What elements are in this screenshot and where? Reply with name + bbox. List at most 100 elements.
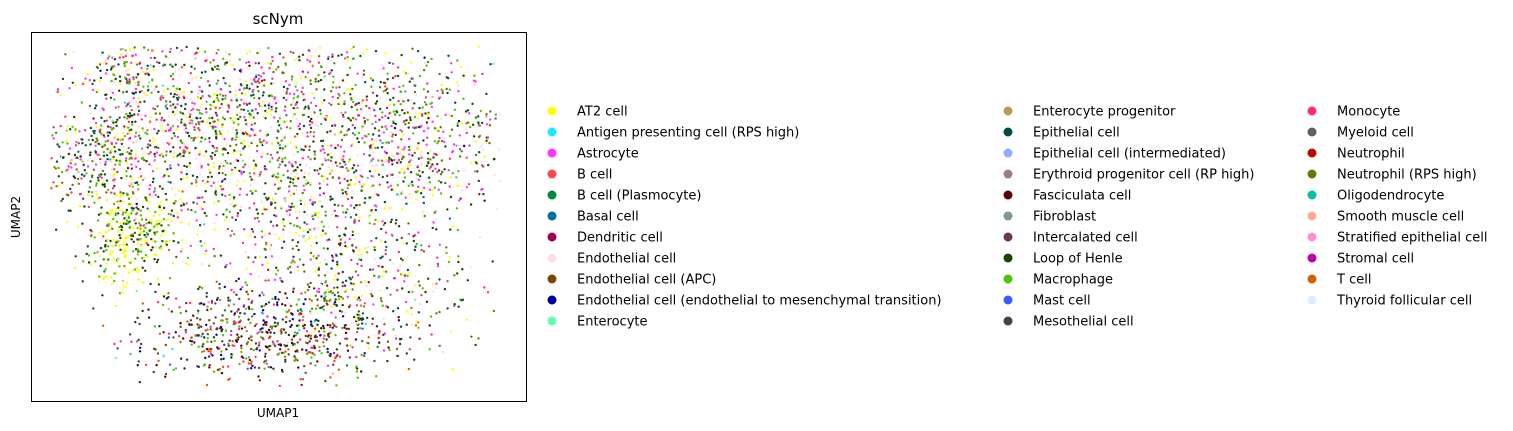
scatter-point [334,356,337,359]
scatter-point [398,85,401,89]
scatter-point [402,120,406,124]
scatter-point [155,260,159,264]
scatter-point [306,288,310,292]
scatter-point [249,114,253,117]
scatter-point [184,331,188,334]
scatter-point [301,191,304,195]
scatter-point [320,175,324,178]
scatter-point [421,171,424,174]
scatter-point [339,252,342,256]
scatter-point [411,154,414,157]
scatter-point [226,110,229,113]
scatter-point [477,121,480,125]
scatter-point [134,53,137,56]
scatter-point [472,135,476,138]
scatter-point [247,165,251,168]
legend-label: Enterocyte progenitor [1033,105,1176,120]
scatter-point [69,162,72,165]
scatter-point [485,113,488,116]
scatter-point [365,98,368,102]
scatter-point [332,75,335,78]
scatter-point [96,66,100,70]
scatter-point [155,167,159,170]
scatter-point [136,183,140,186]
scatter-point [438,243,442,246]
scatter-point [112,146,115,150]
scatter-point [396,161,399,164]
scatter-point [330,156,333,159]
scatter-point [123,217,126,220]
scatter-point [282,96,285,100]
scatter-point [206,120,209,124]
scatter-point [280,246,284,250]
scatter-point [157,222,161,225]
scatter-point [420,156,423,159]
scatter-point [98,80,102,83]
scatter-point [210,155,213,159]
scatter-point [414,111,418,115]
scatter-point [54,131,58,134]
legend-item: Erythroid progenitor cell (RP high) [1003,168,1254,183]
scatter-point [254,108,257,111]
scatter-point [382,317,385,320]
scatter-point [400,53,403,57]
scatter-point [309,130,312,134]
scatter-point [59,124,62,128]
scatter-point [432,156,435,159]
scatter-point [364,197,367,200]
scatter-point [371,317,374,320]
scatter-point [442,130,445,133]
scatter-point [173,93,176,96]
scatter-point [79,192,83,196]
scatter-point [173,70,177,74]
scatter-point [323,334,326,337]
scatter-point [390,188,393,191]
scatter-point [150,222,153,225]
scatter-point [361,99,365,102]
legend-label: Monocyte [1337,105,1400,120]
legend-item: B cell [547,168,612,183]
scatter-point [112,202,116,206]
scatter-point [221,319,224,322]
scatter-point [271,297,274,301]
scatter-point [200,112,204,116]
scatter-point [169,104,172,107]
scatter-point [344,211,348,214]
scatter-point [317,73,320,77]
scatter-point [128,115,131,119]
scatter-point [133,231,137,234]
scatter-point [316,304,319,307]
scatter-point [306,135,309,138]
scatter-point [429,315,433,318]
scatter-point [168,277,172,280]
scatter-point [269,153,273,157]
scatter-point [346,73,349,77]
scatter-point [144,72,147,76]
scatter-point [296,359,299,362]
scatter-point [147,88,150,92]
scatter-point [264,182,267,185]
scatter-point [163,119,166,122]
scatter-point [285,296,289,300]
scatter-point [446,91,449,95]
scatter-point [413,115,417,119]
scatter-point [212,370,216,373]
scatter-point [459,197,462,200]
scatter-point [380,300,383,303]
scatter-point [370,239,373,243]
scatter-point [303,98,306,101]
scatter-point [113,272,116,275]
scatter-point [397,99,400,103]
scatter-point [280,330,283,333]
scatter-point [235,184,238,187]
scatter-point [200,335,203,338]
scatter-point [308,148,311,152]
scatter-point [277,352,281,355]
scatter-point [271,59,274,63]
scatter-point [337,299,340,302]
scatter-point [158,185,162,188]
scatter-point [371,91,375,95]
scatter-point [290,103,293,107]
scatter-point [299,76,303,79]
scatter-point [197,333,200,337]
